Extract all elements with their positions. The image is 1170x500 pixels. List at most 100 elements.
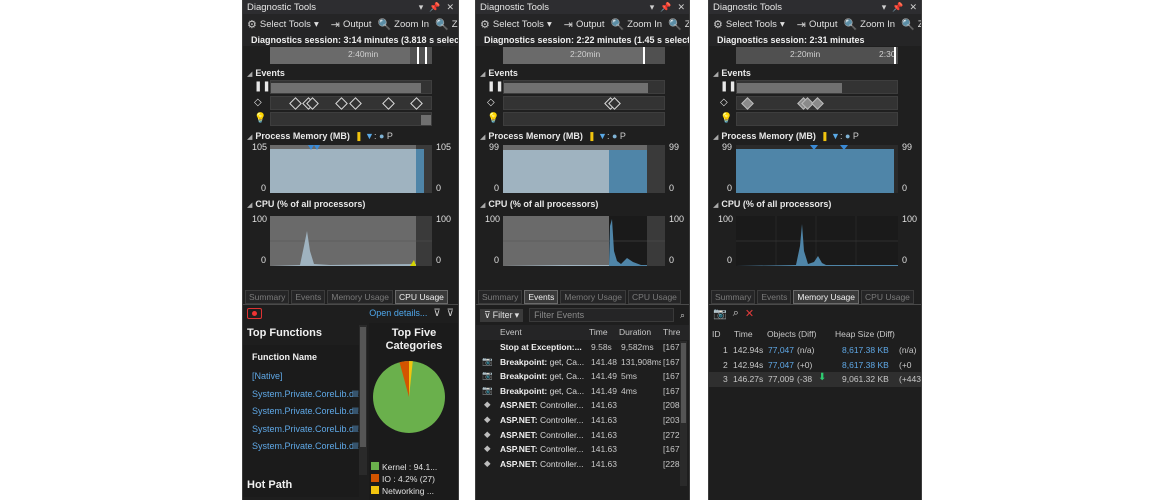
pin-icon[interactable]: 📌 xyxy=(429,1,441,12)
events-track[interactable] xyxy=(503,96,665,110)
filter-icon[interactable]: ⊽ xyxy=(433,307,441,319)
tab-memory-usage[interactable]: Memory Usage xyxy=(327,290,394,304)
event-row[interactable]: ◆ ASP.NET: Controller... 141.63 [272 xyxy=(476,428,689,443)
event-marker[interactable] xyxy=(335,97,348,110)
memory-chart[interactable]: 99 0 99 0 xyxy=(709,142,921,198)
snapshot-objects[interactable]: 77,009 xyxy=(768,374,794,385)
event-row[interactable]: ◆ ASP.NET: Controller... 141.63 [203 xyxy=(476,413,689,428)
snapshot-heap[interactable]: 8,617.38 KB xyxy=(842,345,889,355)
tab-memory-usage[interactable]: Memory Usage xyxy=(793,290,860,304)
tab-memory-usage[interactable]: Memory Usage xyxy=(560,290,627,304)
output-button[interactable]: ⇥ Output xyxy=(563,18,605,31)
pin-icon[interactable]: 📌 xyxy=(660,1,672,12)
memory-section-header[interactable]: ◢ Process Memory (MB) ❚ ▼: ● P xyxy=(480,131,626,141)
delete-icon[interactable]: ✕ xyxy=(744,307,755,320)
memory-chart[interactable]: 105 0 105 0 xyxy=(243,142,458,198)
events-section-header[interactable]: ◢ Events xyxy=(247,68,285,78)
zoom-in-button[interactable]: 🔍 Zoom In xyxy=(610,18,663,31)
snapshot-row[interactable]: 3 146.27s 77,009(-38 ⬇ 9,061.32 KB (+443.95 xyxy=(709,372,921,387)
events-section-header[interactable]: ◢ Events xyxy=(480,68,518,78)
dropdown-arrow-icon[interactable]: ▾ xyxy=(649,1,655,12)
function-row[interactable]: System.Private.CoreLib.dll!( xyxy=(252,406,364,416)
close-icon[interactable]: ✕ xyxy=(677,1,685,12)
tab-events[interactable]: Events xyxy=(524,290,559,304)
cpu-chart[interactable]: 100 0 100 0 xyxy=(709,210,921,270)
column-header-thread[interactable]: Thre xyxy=(663,327,681,337)
tab-cpu-usage[interactable]: CPU Usage xyxy=(628,290,681,304)
select-tools-button[interactable]: ⚙ Select Tools ▾ xyxy=(713,18,785,31)
column-header-objects[interactable]: Objects (Diff) xyxy=(767,329,817,339)
tab-events[interactable]: Events xyxy=(291,290,326,304)
event-row[interactable]: 📷 Breakpoint: get, Ca... 141.49 5ms [167 xyxy=(476,369,689,384)
event-row[interactable]: ◆ ASP.NET: Controller... 141.63 [167 xyxy=(476,442,689,457)
snapshot-heap[interactable]: 9,061.32 KB xyxy=(842,374,889,385)
events-track[interactable] xyxy=(736,112,898,126)
record-cpu-profile-button[interactable] xyxy=(247,307,262,319)
output-button[interactable]: ⇥ Output xyxy=(796,18,838,31)
memory-section-header[interactable]: ◢ Process Memory (MB) ❚ ▼: ● P xyxy=(713,131,859,141)
event-row[interactable]: Stop at Exception:... 9.58s 9,582ms [167 xyxy=(476,340,689,355)
column-header-id[interactable]: ID xyxy=(712,329,721,339)
zoom-out-button[interactable]: 🔍Z xyxy=(435,18,458,31)
column-header-time[interactable]: Time xyxy=(734,329,753,339)
scrollbar[interactable] xyxy=(359,325,367,475)
take-snapshot-camera-icon[interactable]: 📷 xyxy=(713,307,727,320)
zoom-out-button[interactable]: 🔍Z xyxy=(901,18,921,31)
event-marker[interactable] xyxy=(289,97,302,110)
event-row[interactable]: 📷 Breakpoint: get, Ca... 141.49 4ms [167 xyxy=(476,384,689,399)
tab-summary[interactable]: Summary xyxy=(478,290,523,304)
memory-chart[interactable]: 99 0 99 0 xyxy=(476,142,689,198)
event-row[interactable]: 📷 Breakpoint: get, Ca... 141.48 131,908ms [1… xyxy=(476,355,689,370)
timeline-ruler[interactable]: 2:20min 2:30 xyxy=(736,47,898,64)
snapshot-objects[interactable]: 77,047 xyxy=(768,359,794,370)
scrollbar[interactable] xyxy=(680,341,687,486)
cpu-chart[interactable]: 100 0 100 0 xyxy=(243,210,458,270)
categories-pie-chart[interactable] xyxy=(371,359,451,439)
dropdown-arrow-icon[interactable]: ▾ xyxy=(418,1,424,12)
cpu-chart[interactable]: 100 0 100 0 xyxy=(476,210,689,270)
output-button[interactable]: ⇥ Output xyxy=(330,18,372,31)
column-header-duration[interactable]: Duration xyxy=(619,327,652,337)
cpu-section-header[interactable]: ◢ CPU (% of all processors) xyxy=(480,199,599,209)
event-marker[interactable] xyxy=(811,97,824,110)
pin-icon[interactable]: 📌 xyxy=(892,1,904,12)
zoom-out-button[interactable]: 🔍Z xyxy=(668,18,690,31)
select-tools-button[interactable]: ⚙ Select Tools ▾ xyxy=(247,18,319,31)
tab-summary[interactable]: Summary xyxy=(711,290,756,304)
open-details-link[interactable]: Open details... xyxy=(369,308,428,318)
tab-events[interactable]: Events xyxy=(757,290,792,304)
events-track[interactable] xyxy=(503,112,665,126)
function-row[interactable]: System.Private.CoreLib.dll!( xyxy=(252,441,364,451)
memory-section-header[interactable]: ◢ Process Memory (MB) ❚ ▼: ● P xyxy=(247,131,393,141)
event-marker[interactable] xyxy=(382,97,395,110)
event-marker[interactable] xyxy=(410,97,423,110)
zoom-in-button[interactable]: 🔍 Zoom In xyxy=(843,18,896,31)
tab-cpu-usage[interactable]: CPU Usage xyxy=(395,290,448,304)
events-track[interactable] xyxy=(503,80,665,94)
search-icon[interactable]: ⌕ xyxy=(732,306,739,319)
event-row[interactable]: ◆ ASP.NET: Controller... 141.63 [208 xyxy=(476,398,689,413)
search-icon[interactable]: ⌕ xyxy=(679,309,685,320)
column-header-time[interactable]: Time xyxy=(589,327,608,337)
filter-button[interactable]: ⊽ Filter ▾ xyxy=(480,308,524,322)
filter-icon[interactable]: ⊽ xyxy=(446,307,454,319)
close-icon[interactable]: ✕ xyxy=(446,1,454,12)
cpu-section-header[interactable]: ◢ CPU (% of all processors) xyxy=(713,199,832,209)
timeline-ruler[interactable]: 2:40min xyxy=(270,47,432,64)
function-row[interactable]: [Native] xyxy=(252,371,283,381)
events-section-header[interactable]: ◢ Events xyxy=(713,68,751,78)
snapshot-row[interactable]: 1 142.94s 77,047 (n/a) 8,617.38 KB (n/a) xyxy=(709,343,921,358)
function-row[interactable]: System.Private.CoreLib.dll!( xyxy=(252,424,364,434)
event-marker[interactable] xyxy=(349,97,362,110)
close-icon[interactable]: ✕ xyxy=(909,1,917,12)
events-track[interactable] xyxy=(270,96,432,110)
function-row[interactable]: System.Private.CoreLib.dll!( xyxy=(252,389,364,399)
event-row[interactable]: ◆ ASP.NET: Controller... 141.63 [228 xyxy=(476,457,689,472)
tab-cpu-usage[interactable]: CPU Usage xyxy=(861,290,914,304)
select-tools-button[interactable]: ⚙ Select Tools ▾ xyxy=(480,18,552,31)
snapshot-objects[interactable]: 77,047 xyxy=(768,345,794,355)
event-marker[interactable] xyxy=(741,97,754,110)
cpu-section-header[interactable]: ◢ CPU (% of all processors) xyxy=(247,199,366,209)
snapshot-heap[interactable]: 8,617.38 KB xyxy=(842,359,889,370)
filter-events-input[interactable]: Filter Events xyxy=(529,308,674,322)
